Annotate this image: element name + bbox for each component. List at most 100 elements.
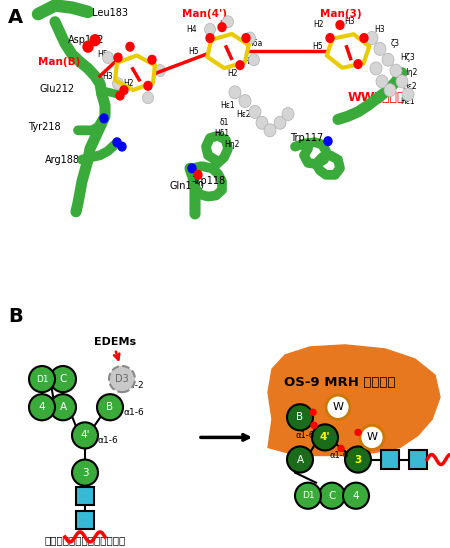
Text: W: W — [366, 432, 378, 442]
Circle shape — [326, 395, 350, 419]
Text: Tyr218: Tyr218 — [28, 122, 61, 132]
Text: Hζ3: Hζ3 — [400, 53, 415, 62]
Text: WWモチーフ: WWモチーフ — [348, 92, 405, 104]
Text: A: A — [8, 8, 23, 27]
Text: 4': 4' — [80, 430, 90, 441]
Bar — [381, 450, 399, 469]
Circle shape — [204, 24, 216, 35]
Circle shape — [114, 53, 122, 62]
Circle shape — [396, 75, 408, 88]
Circle shape — [295, 483, 321, 509]
Text: Hη2: Hη2 — [402, 68, 418, 77]
Circle shape — [144, 82, 152, 90]
Text: Man(3): Man(3) — [320, 9, 362, 19]
Circle shape — [29, 366, 55, 392]
Bar — [409, 450, 427, 469]
Text: Asp182: Asp182 — [68, 35, 104, 45]
Text: H5: H5 — [189, 47, 199, 55]
Circle shape — [116, 91, 124, 100]
Circle shape — [143, 92, 153, 104]
Text: H5: H5 — [98, 50, 108, 59]
Circle shape — [264, 124, 276, 137]
Text: Man(B): Man(B) — [38, 57, 81, 67]
Circle shape — [282, 107, 294, 121]
Text: H2: H2 — [123, 79, 133, 88]
Text: A: A — [59, 402, 67, 412]
Circle shape — [244, 32, 256, 44]
Text: α1-2: α1-2 — [124, 381, 144, 390]
Text: α1-6: α1-6 — [98, 436, 119, 445]
Text: B: B — [297, 412, 304, 423]
Text: ミスフォールド糖タンパク質: ミスフォールド糖タンパク質 — [45, 535, 126, 545]
Circle shape — [194, 170, 202, 179]
Circle shape — [310, 409, 316, 415]
Text: H2: H2 — [313, 20, 323, 30]
Circle shape — [218, 23, 226, 31]
Circle shape — [390, 64, 402, 77]
Text: D1: D1 — [302, 491, 314, 500]
Circle shape — [324, 137, 332, 146]
Circle shape — [112, 78, 123, 90]
Circle shape — [188, 164, 196, 173]
Text: H1: H1 — [243, 58, 253, 66]
Text: Hε2: Hε2 — [237, 110, 251, 118]
Circle shape — [366, 31, 378, 44]
Circle shape — [374, 42, 386, 55]
Bar — [76, 511, 94, 529]
Text: C: C — [328, 490, 336, 501]
Circle shape — [338, 446, 344, 452]
Text: EDEMs: EDEMs — [94, 337, 136, 347]
Text: H6a: H6a — [248, 39, 263, 48]
Text: 4: 4 — [39, 402, 45, 412]
Text: OS-9 MRH ドメイン: OS-9 MRH ドメイン — [284, 375, 396, 389]
Text: Glu212: Glu212 — [40, 84, 75, 94]
Text: H3: H3 — [375, 25, 385, 34]
Circle shape — [384, 84, 396, 96]
Text: B: B — [107, 402, 113, 412]
Circle shape — [382, 53, 394, 66]
Text: 3: 3 — [82, 467, 88, 478]
Text: A: A — [297, 454, 304, 465]
Text: Hη2: Hη2 — [224, 140, 240, 149]
Text: ζ3: ζ3 — [391, 39, 400, 48]
Circle shape — [229, 86, 241, 99]
Text: H2: H2 — [227, 70, 237, 78]
Text: Trp117: Trp117 — [290, 133, 323, 143]
Circle shape — [236, 61, 244, 70]
Circle shape — [274, 116, 286, 129]
Text: α1-6: α1-6 — [330, 451, 349, 460]
Text: H3: H3 — [345, 17, 356, 26]
Circle shape — [360, 425, 384, 449]
Circle shape — [50, 366, 76, 392]
Text: Hε1: Hε1 — [400, 96, 415, 106]
Text: α1-6: α1-6 — [123, 408, 144, 417]
Text: D3: D3 — [115, 374, 129, 384]
Circle shape — [222, 16, 234, 28]
Circle shape — [83, 41, 93, 52]
Bar — [76, 487, 94, 505]
Circle shape — [376, 75, 388, 88]
Text: Hε1: Hε1 — [220, 101, 235, 110]
Text: C: C — [59, 374, 67, 384]
Text: Hδ1: Hδ1 — [215, 129, 230, 138]
Circle shape — [118, 142, 126, 151]
Circle shape — [360, 33, 368, 42]
Circle shape — [319, 483, 345, 509]
Circle shape — [248, 54, 260, 66]
Circle shape — [343, 483, 369, 509]
Text: Trp118: Trp118 — [192, 176, 225, 186]
Circle shape — [109, 366, 135, 392]
Circle shape — [311, 423, 317, 429]
Circle shape — [370, 62, 382, 75]
Text: Hε2: Hε2 — [403, 82, 417, 92]
Text: H5: H5 — [313, 42, 323, 51]
Circle shape — [345, 447, 371, 472]
Text: H3: H3 — [220, 20, 230, 30]
Text: B: B — [8, 307, 23, 326]
Text: δ1: δ1 — [219, 118, 229, 127]
Circle shape — [354, 60, 362, 68]
Circle shape — [113, 138, 121, 147]
Text: 4': 4' — [320, 432, 330, 442]
Text: H3: H3 — [103, 72, 113, 81]
Text: Gln130: Gln130 — [170, 181, 205, 191]
